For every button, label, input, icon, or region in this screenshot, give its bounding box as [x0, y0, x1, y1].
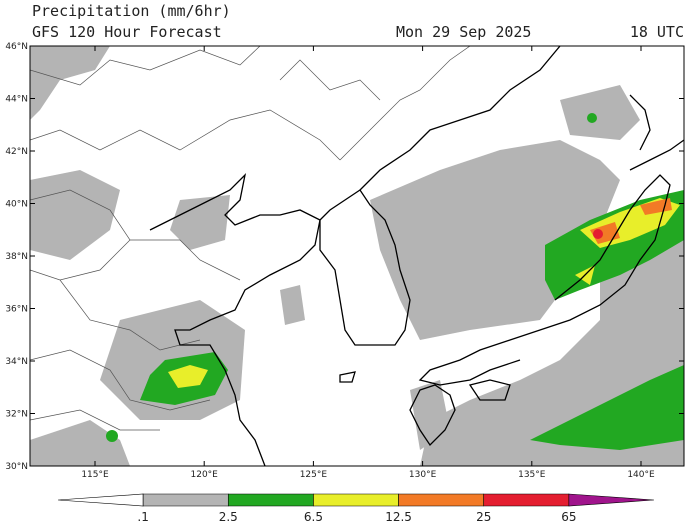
lon-label: 115°E: [81, 470, 109, 480]
lon-label: 135°E: [518, 470, 546, 480]
map-area: [30, 46, 684, 466]
lat-label: 30°N: [5, 462, 28, 472]
colorbar-label: 12.5: [385, 510, 412, 524]
date: Mon 29 Sep 2025: [396, 23, 531, 41]
colorbar-label: .1: [137, 510, 148, 524]
lat-label: 44°N: [5, 95, 28, 105]
lon-label: 140°E: [627, 470, 655, 480]
lat-label: 36°N: [5, 305, 28, 315]
subtitle: GFS 120 Hour Forecast: [32, 23, 222, 41]
colorbar-label: 6.5: [304, 510, 323, 524]
colorbar-label: 25: [476, 510, 491, 524]
colorbar-label: 65: [561, 510, 576, 524]
colorbar-swatch: [483, 493, 570, 507]
lat-label: 34°N: [5, 357, 28, 367]
colorbar-swatch: [227, 493, 314, 507]
colorbar-swatch: [57, 493, 144, 507]
borders: [30, 46, 471, 431]
lon-label: 120°E: [191, 470, 219, 480]
time: 18 UTC: [630, 23, 684, 41]
colorbar-swatch: [568, 493, 655, 507]
coastlines: [149, 46, 684, 466]
precip-extreme: [593, 229, 603, 239]
colorbar-swatch: [142, 493, 229, 507]
colorbar-swatch: [398, 493, 485, 507]
title: Precipitation (mm/6hr): [32, 2, 231, 20]
lon-label: 125°E: [300, 470, 328, 480]
lat-label: 42°N: [5, 147, 28, 157]
lat-label: 40°N: [5, 200, 28, 210]
lat-label: 38°N: [5, 252, 28, 262]
lon-label: 130°E: [409, 470, 437, 480]
lat-label: 46°N: [5, 42, 28, 52]
colorbar-label: 2.5: [219, 510, 238, 524]
axis-ticks: 46°N 44°N 42°N 40°N 38°N 36°N 34°N 32°N 30°N 115°…: [5, 42, 684, 480]
lat-label: 32°N: [5, 410, 28, 420]
colorbar: .1 2.5 6.5 12.5 25 65: [57, 493, 655, 524]
colorbar-swatch: [313, 493, 399, 507]
